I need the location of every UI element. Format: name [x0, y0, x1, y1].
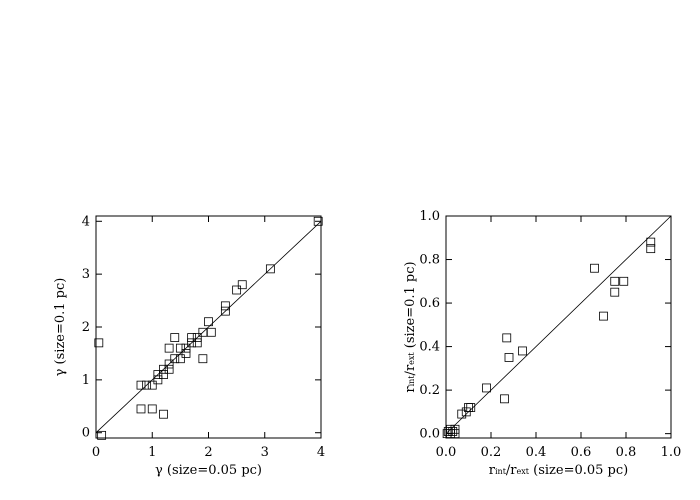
data-point — [153, 375, 163, 385]
data-point — [265, 264, 275, 274]
data-point — [170, 333, 180, 342]
data-point — [153, 370, 163, 379]
data-point — [159, 370, 168, 379]
data-point — [443, 427, 453, 436]
data-point — [206, 327, 216, 337]
x-tick-label: 0.4 — [526, 445, 547, 460]
data-point — [518, 346, 527, 356]
data-point — [619, 276, 629, 286]
plot-frame — [445, 215, 672, 439]
data-point — [164, 343, 174, 353]
identity-line — [95, 220, 322, 434]
data-point — [448, 427, 458, 436]
data-point — [159, 364, 168, 374]
left-scatter-plot: 0 1 2 3 4 0 1 2 3 4 γ (size=0.05 pc) γ (size=0.1 pc… — [53, 214, 325, 478]
y-tick-label: 0.0 — [419, 427, 440, 442]
data-point — [590, 263, 599, 273]
data-point — [646, 237, 656, 247]
data-point — [164, 359, 174, 369]
data-point — [136, 380, 146, 390]
x-tick-label: 0.6 — [571, 445, 592, 460]
data-point — [466, 403, 476, 412]
y-tick-label: 0.2 — [419, 383, 440, 398]
x-tick-label: 2 — [204, 445, 212, 460]
data-point — [170, 354, 180, 364]
data-point — [198, 327, 208, 337]
data-point — [237, 280, 247, 290]
data-point — [646, 244, 656, 254]
identity-line — [445, 215, 672, 434]
y-tick-label: 0.8 — [419, 253, 440, 268]
x-tick-label: 0.8 — [616, 445, 637, 460]
y-tick-label: 0.4 — [419, 340, 440, 355]
data-point — [482, 383, 491, 393]
right-scatter-plot: 0.0 0.2 0.4 0.6 0.8 1.0 0.0 0.2 0.4 0.6 0.8 1.0 rint… — [403, 209, 681, 478]
x-tick-label: 0.0 — [436, 445, 457, 460]
data-point — [500, 394, 509, 404]
data-point — [504, 353, 514, 362]
data-point — [181, 343, 191, 353]
x-tick-label: 3 — [261, 445, 269, 460]
data-point — [220, 301, 230, 311]
x-tick-label: 4 — [317, 445, 325, 460]
data-point — [175, 354, 185, 364]
y-tick-label: 0 — [82, 426, 90, 441]
x-tick-label: 1 — [148, 445, 156, 460]
y-tick-label: 0.6 — [419, 296, 440, 311]
data-point — [159, 409, 168, 419]
data-point — [610, 287, 620, 297]
x-axis-label: γ (size=0.05 pc) — [155, 463, 262, 478]
y-axis-label: rint/rext (size=0.1 pc) — [403, 261, 418, 392]
y-tick-label: 3 — [82, 267, 90, 282]
data-point — [175, 343, 185, 353]
data-point — [599, 311, 608, 321]
x-axis-label: rint/rext (size=0.05 pc) — [489, 463, 628, 478]
data-point — [457, 409, 467, 419]
data-point — [502, 333, 512, 343]
data-point — [187, 333, 197, 342]
data-point — [450, 424, 460, 434]
x-tick-label: 1.0 — [661, 445, 682, 460]
y-tick-label: 4 — [82, 214, 90, 229]
data-point — [97, 430, 107, 440]
data-point — [192, 338, 202, 348]
data-point — [192, 333, 202, 342]
data-point — [232, 285, 242, 295]
data-point — [94, 338, 104, 348]
y-tick-label: 1 — [82, 373, 90, 388]
x-tick-label: 0.2 — [481, 445, 502, 460]
data-point — [198, 354, 208, 364]
y-tick-label: 2 — [82, 320, 90, 335]
data-point — [142, 380, 152, 390]
data-point — [204, 317, 213, 327]
data-point — [220, 306, 230, 316]
data-point — [164, 364, 174, 374]
x-tick-label: 0 — [92, 445, 100, 460]
data-point — [313, 216, 323, 226]
data-point — [147, 404, 157, 414]
data-point — [147, 380, 157, 390]
data-point — [136, 404, 146, 414]
data-point — [181, 349, 191, 358]
y-tick-label: 1.0 — [419, 209, 440, 224]
y-axis-label: γ (size=0.1 pc) — [53, 278, 68, 377]
data-point — [187, 338, 197, 348]
data-point — [610, 276, 620, 286]
